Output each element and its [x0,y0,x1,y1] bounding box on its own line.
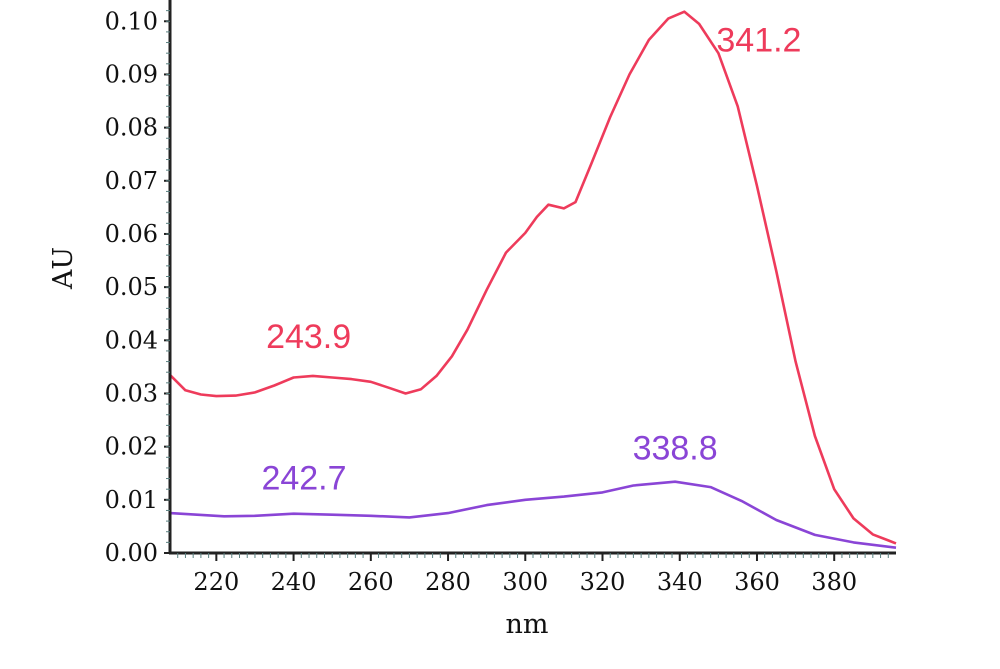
spectrum-line-1 [169,10,897,545]
y-tick-label: 0.10 [105,7,158,35]
peak-label: 242.7 [261,460,346,498]
x-tick-label: 380 [811,568,857,596]
x-tick-label: 320 [580,568,626,596]
x-tick-label: 260 [348,568,394,596]
y-tick-label: 0.08 [105,114,158,142]
ticks-layer: 0.00 0.01 0.02 0.03 0.04 0.05 0.06 0.07 0.08 0.09… [105,7,889,596]
labels-layer: 341.2 243.9 338.8 242.7 [261,22,801,498]
peak-label: 338.8 [633,430,718,468]
series-layer [169,10,897,549]
y-tick-label: 0.03 [105,379,158,407]
x-tick-label: 300 [502,568,548,596]
y-tick-label: 0.09 [105,60,158,88]
y-axis-title: AU [48,247,79,290]
spectrum-line-2 [169,480,897,549]
x-tick-label: 240 [271,568,317,596]
y-tick-label: 0.06 [105,220,158,248]
x-tick-label: 280 [425,568,471,596]
y-tick-label: 0.01 [105,486,158,514]
y-tick-label: 0.02 [105,433,158,461]
x-tick-label: 220 [193,568,239,596]
y-tick-label: 0.04 [105,326,158,354]
y-tick-label: 0.00 [105,539,158,567]
y-tick-label: 0.07 [105,167,158,195]
peak-label: 341.2 [716,22,801,60]
x-axis-title: nm [506,609,549,640]
y-tick-label: 0.05 [105,273,158,301]
peak-label: 243.9 [266,318,351,356]
x-tick-label: 360 [734,568,780,596]
x-tick-label: 340 [657,568,703,596]
